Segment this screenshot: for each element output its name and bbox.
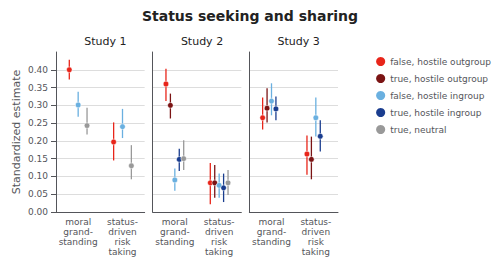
svg-text:grand-: grand- — [160, 227, 190, 237]
svg-text:moral: moral — [65, 217, 91, 227]
svg-text:true, neutral: true, neutral — [390, 125, 446, 135]
svg-text:driven: driven — [302, 227, 330, 237]
svg-text:risk: risk — [211, 237, 228, 247]
svg-text:risk: risk — [114, 237, 131, 247]
svg-text:taking: taking — [108, 247, 136, 257]
svg-text:risk: risk — [308, 237, 325, 247]
svg-text:moral: moral — [162, 217, 188, 227]
svg-text:0.15: 0.15 — [28, 154, 48, 164]
svg-text:Study 3: Study 3 — [278, 35, 320, 48]
svg-text:taking: taking — [302, 247, 330, 257]
svg-text:0.25: 0.25 — [28, 118, 48, 128]
svg-text:moral: moral — [259, 217, 285, 227]
svg-text:grand-: grand- — [63, 227, 93, 237]
svg-text:Study 1: Study 1 — [84, 35, 126, 48]
svg-text:taking: taking — [205, 247, 233, 257]
svg-text:0.35: 0.35 — [28, 83, 48, 93]
svg-text:0.10: 0.10 — [28, 171, 48, 181]
svg-text:true, hostile ingroup: true, hostile ingroup — [390, 108, 482, 118]
svg-text:Standardized estimate: Standardized estimate — [10, 70, 23, 195]
svg-text:0.05: 0.05 — [28, 189, 48, 199]
svg-text:standing: standing — [155, 237, 194, 247]
svg-text:Status seeking and sharing: Status seeking and sharing — [142, 8, 358, 24]
svg-text:standing: standing — [59, 237, 98, 247]
svg-text:false, hostile outgroup: false, hostile outgroup — [390, 57, 491, 67]
svg-text:grand-: grand- — [257, 227, 287, 237]
svg-text:false, hostile ingroup: false, hostile ingroup — [390, 91, 485, 101]
svg-text:0.20: 0.20 — [28, 136, 48, 146]
svg-text:status-: status- — [300, 217, 331, 227]
svg-text:standing: standing — [252, 237, 291, 247]
svg-text:0.40: 0.40 — [28, 65, 48, 75]
svg-text:driven: driven — [108, 227, 136, 237]
svg-text:true, hostile outgroup: true, hostile outgroup — [390, 74, 488, 84]
svg-text:status-: status- — [107, 217, 138, 227]
svg-text:0.00: 0.00 — [28, 207, 48, 217]
svg-text:driven: driven — [205, 227, 233, 237]
svg-text:0.30: 0.30 — [28, 100, 48, 110]
svg-text:status-: status- — [204, 217, 235, 227]
svg-text:Study 2: Study 2 — [181, 35, 223, 48]
